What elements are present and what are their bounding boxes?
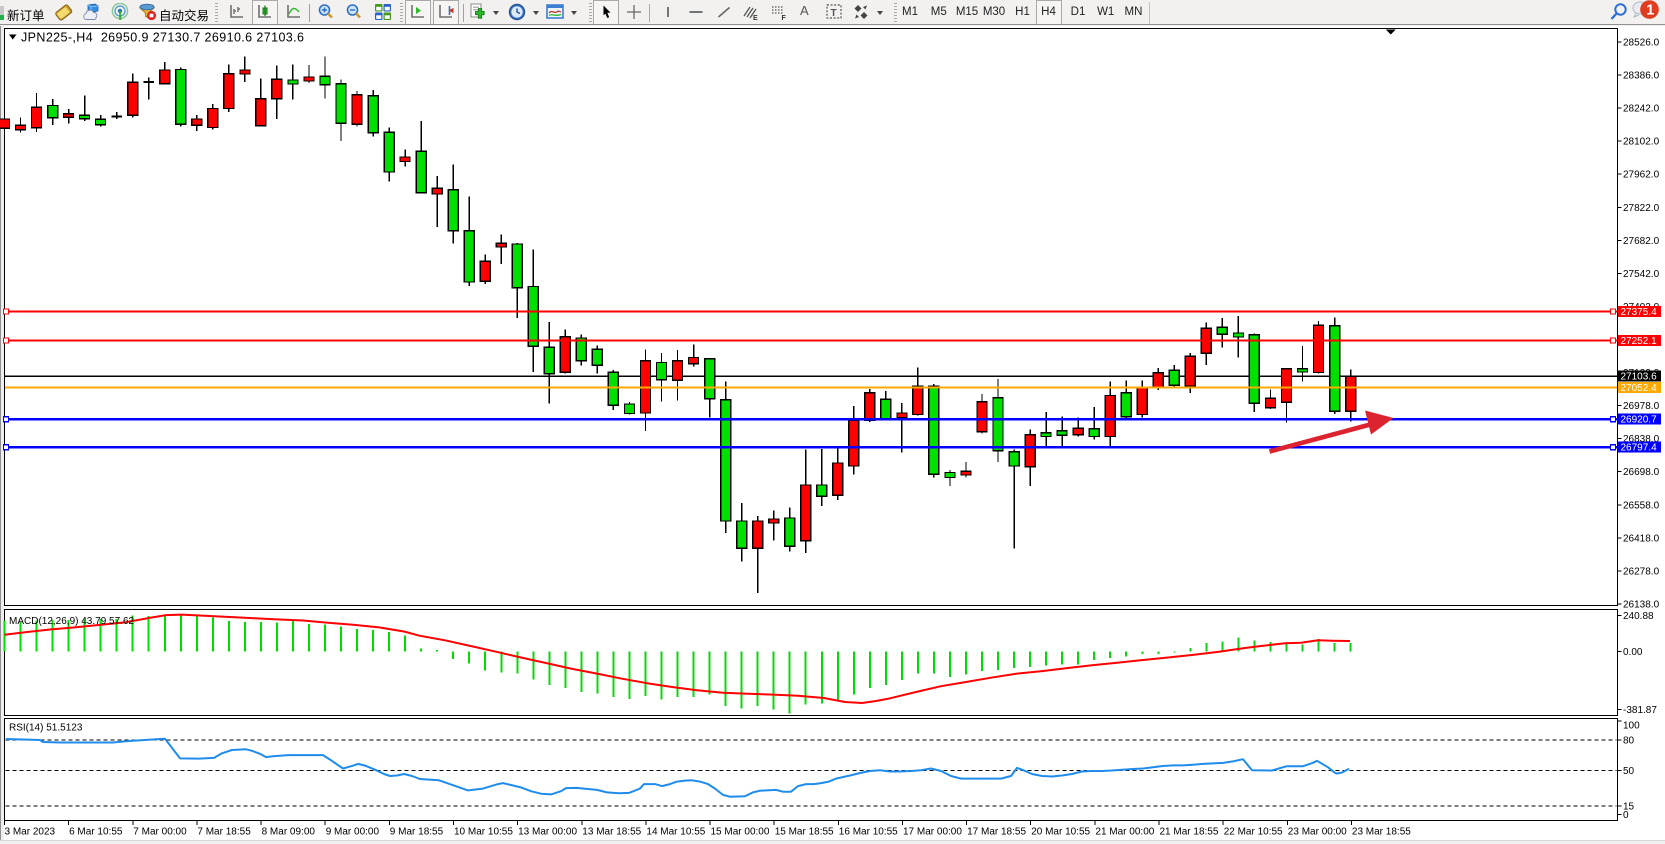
svg-text:T: T xyxy=(831,8,837,19)
svg-text:14 Mar 10:55: 14 Mar 10:55 xyxy=(646,827,705,838)
svg-text:22 Mar 10:55: 22 Mar 10:55 xyxy=(1224,827,1283,838)
svg-text:15: 15 xyxy=(1623,802,1635,813)
svg-text:26838.0: 26838.0 xyxy=(1623,434,1660,445)
svg-text:13 Mar 00:00: 13 Mar 00:00 xyxy=(518,827,577,838)
svg-text:28102.0: 28102.0 xyxy=(1623,137,1660,148)
svg-text:17 Mar 00:00: 17 Mar 00:00 xyxy=(903,827,962,838)
svg-text:9 Mar 18:55: 9 Mar 18:55 xyxy=(390,827,444,838)
svg-text:15 Mar 18:55: 15 Mar 18:55 xyxy=(775,827,834,838)
svg-text:0.00: 0.00 xyxy=(1623,647,1643,658)
svg-text:27052.4: 27052.4 xyxy=(1621,383,1658,394)
svg-text:28242.0: 28242.0 xyxy=(1623,104,1660,115)
svg-text:F: F xyxy=(782,15,787,21)
svg-text:10 Mar 10:55: 10 Mar 10:55 xyxy=(454,827,513,838)
svg-text:26138.0: 26138.0 xyxy=(1623,600,1660,611)
svg-text:7 Mar 00:00: 7 Mar 00:00 xyxy=(133,827,187,838)
svg-text:26978.0: 26978.0 xyxy=(1623,401,1660,412)
svg-text:26698.0: 26698.0 xyxy=(1623,467,1660,478)
svg-text:7 Mar 18:55: 7 Mar 18:55 xyxy=(197,827,251,838)
svg-text:E: E xyxy=(753,15,758,21)
svg-text:6 Mar 10:55: 6 Mar 10:55 xyxy=(69,827,123,838)
svg-text:0: 0 xyxy=(1623,810,1629,821)
svg-text:50: 50 xyxy=(1623,766,1635,777)
svg-text:27375.4: 27375.4 xyxy=(1621,307,1658,318)
svg-text:27682.0: 27682.0 xyxy=(1623,236,1660,247)
svg-text:15 Mar 00:00: 15 Mar 00:00 xyxy=(711,827,770,838)
svg-text:17 Mar 18:55: 17 Mar 18:55 xyxy=(967,827,1026,838)
svg-text:9 Mar 00:00: 9 Mar 00:00 xyxy=(326,827,380,838)
svg-text:23 Mar 18:55: 23 Mar 18:55 xyxy=(1352,827,1411,838)
svg-text:27542.0: 27542.0 xyxy=(1623,269,1660,280)
svg-text:27962.0: 27962.0 xyxy=(1623,170,1660,181)
svg-text:28386.0: 28386.0 xyxy=(1623,71,1660,82)
svg-text:1: 1 xyxy=(1646,3,1654,19)
svg-text:21 Mar 18:55: 21 Mar 18:55 xyxy=(1160,827,1219,838)
svg-text:MACD(12,26,9) 43.79 57.62: MACD(12,26,9) 43.79 57.62 xyxy=(9,616,135,627)
svg-text:16 Mar 10:55: 16 Mar 10:55 xyxy=(839,827,898,838)
svg-text:23 Mar 00:00: 23 Mar 00:00 xyxy=(1288,827,1347,838)
svg-text:27822.0: 27822.0 xyxy=(1623,203,1660,214)
svg-text:26278.0: 26278.0 xyxy=(1623,566,1660,577)
svg-text:80: 80 xyxy=(1623,736,1635,747)
svg-text:240.88: 240.88 xyxy=(1623,611,1654,622)
svg-text:26920.7: 26920.7 xyxy=(1621,415,1658,426)
svg-text:RSI(14) 51.5123: RSI(14) 51.5123 xyxy=(9,723,83,734)
svg-text:100: 100 xyxy=(1623,721,1640,732)
svg-text:27103.6: 27103.6 xyxy=(1621,372,1658,383)
svg-text:20 Mar 10:55: 20 Mar 10:55 xyxy=(1031,827,1090,838)
svg-text:28526.0: 28526.0 xyxy=(1623,38,1660,49)
svg-text:13 Mar 18:55: 13 Mar 18:55 xyxy=(582,827,641,838)
svg-text:8 Mar 09:00: 8 Mar 09:00 xyxy=(262,827,316,838)
svg-text:-381.87: -381.87 xyxy=(1623,705,1657,716)
svg-text:26558.0: 26558.0 xyxy=(1623,500,1660,511)
svg-text:27252.1: 27252.1 xyxy=(1621,336,1658,347)
svg-text:26797.4: 26797.4 xyxy=(1621,443,1658,454)
svg-text:JPN225-,H4 26950.9 27130.7 26: JPN225-,H4 26950.9 27130.7 26910.6 27103… xyxy=(21,31,304,45)
svg-text:21 Mar 00:00: 21 Mar 00:00 xyxy=(1095,827,1154,838)
svg-text:3 Mar 2023: 3 Mar 2023 xyxy=(5,827,56,838)
svg-text:26418.0: 26418.0 xyxy=(1623,533,1660,544)
